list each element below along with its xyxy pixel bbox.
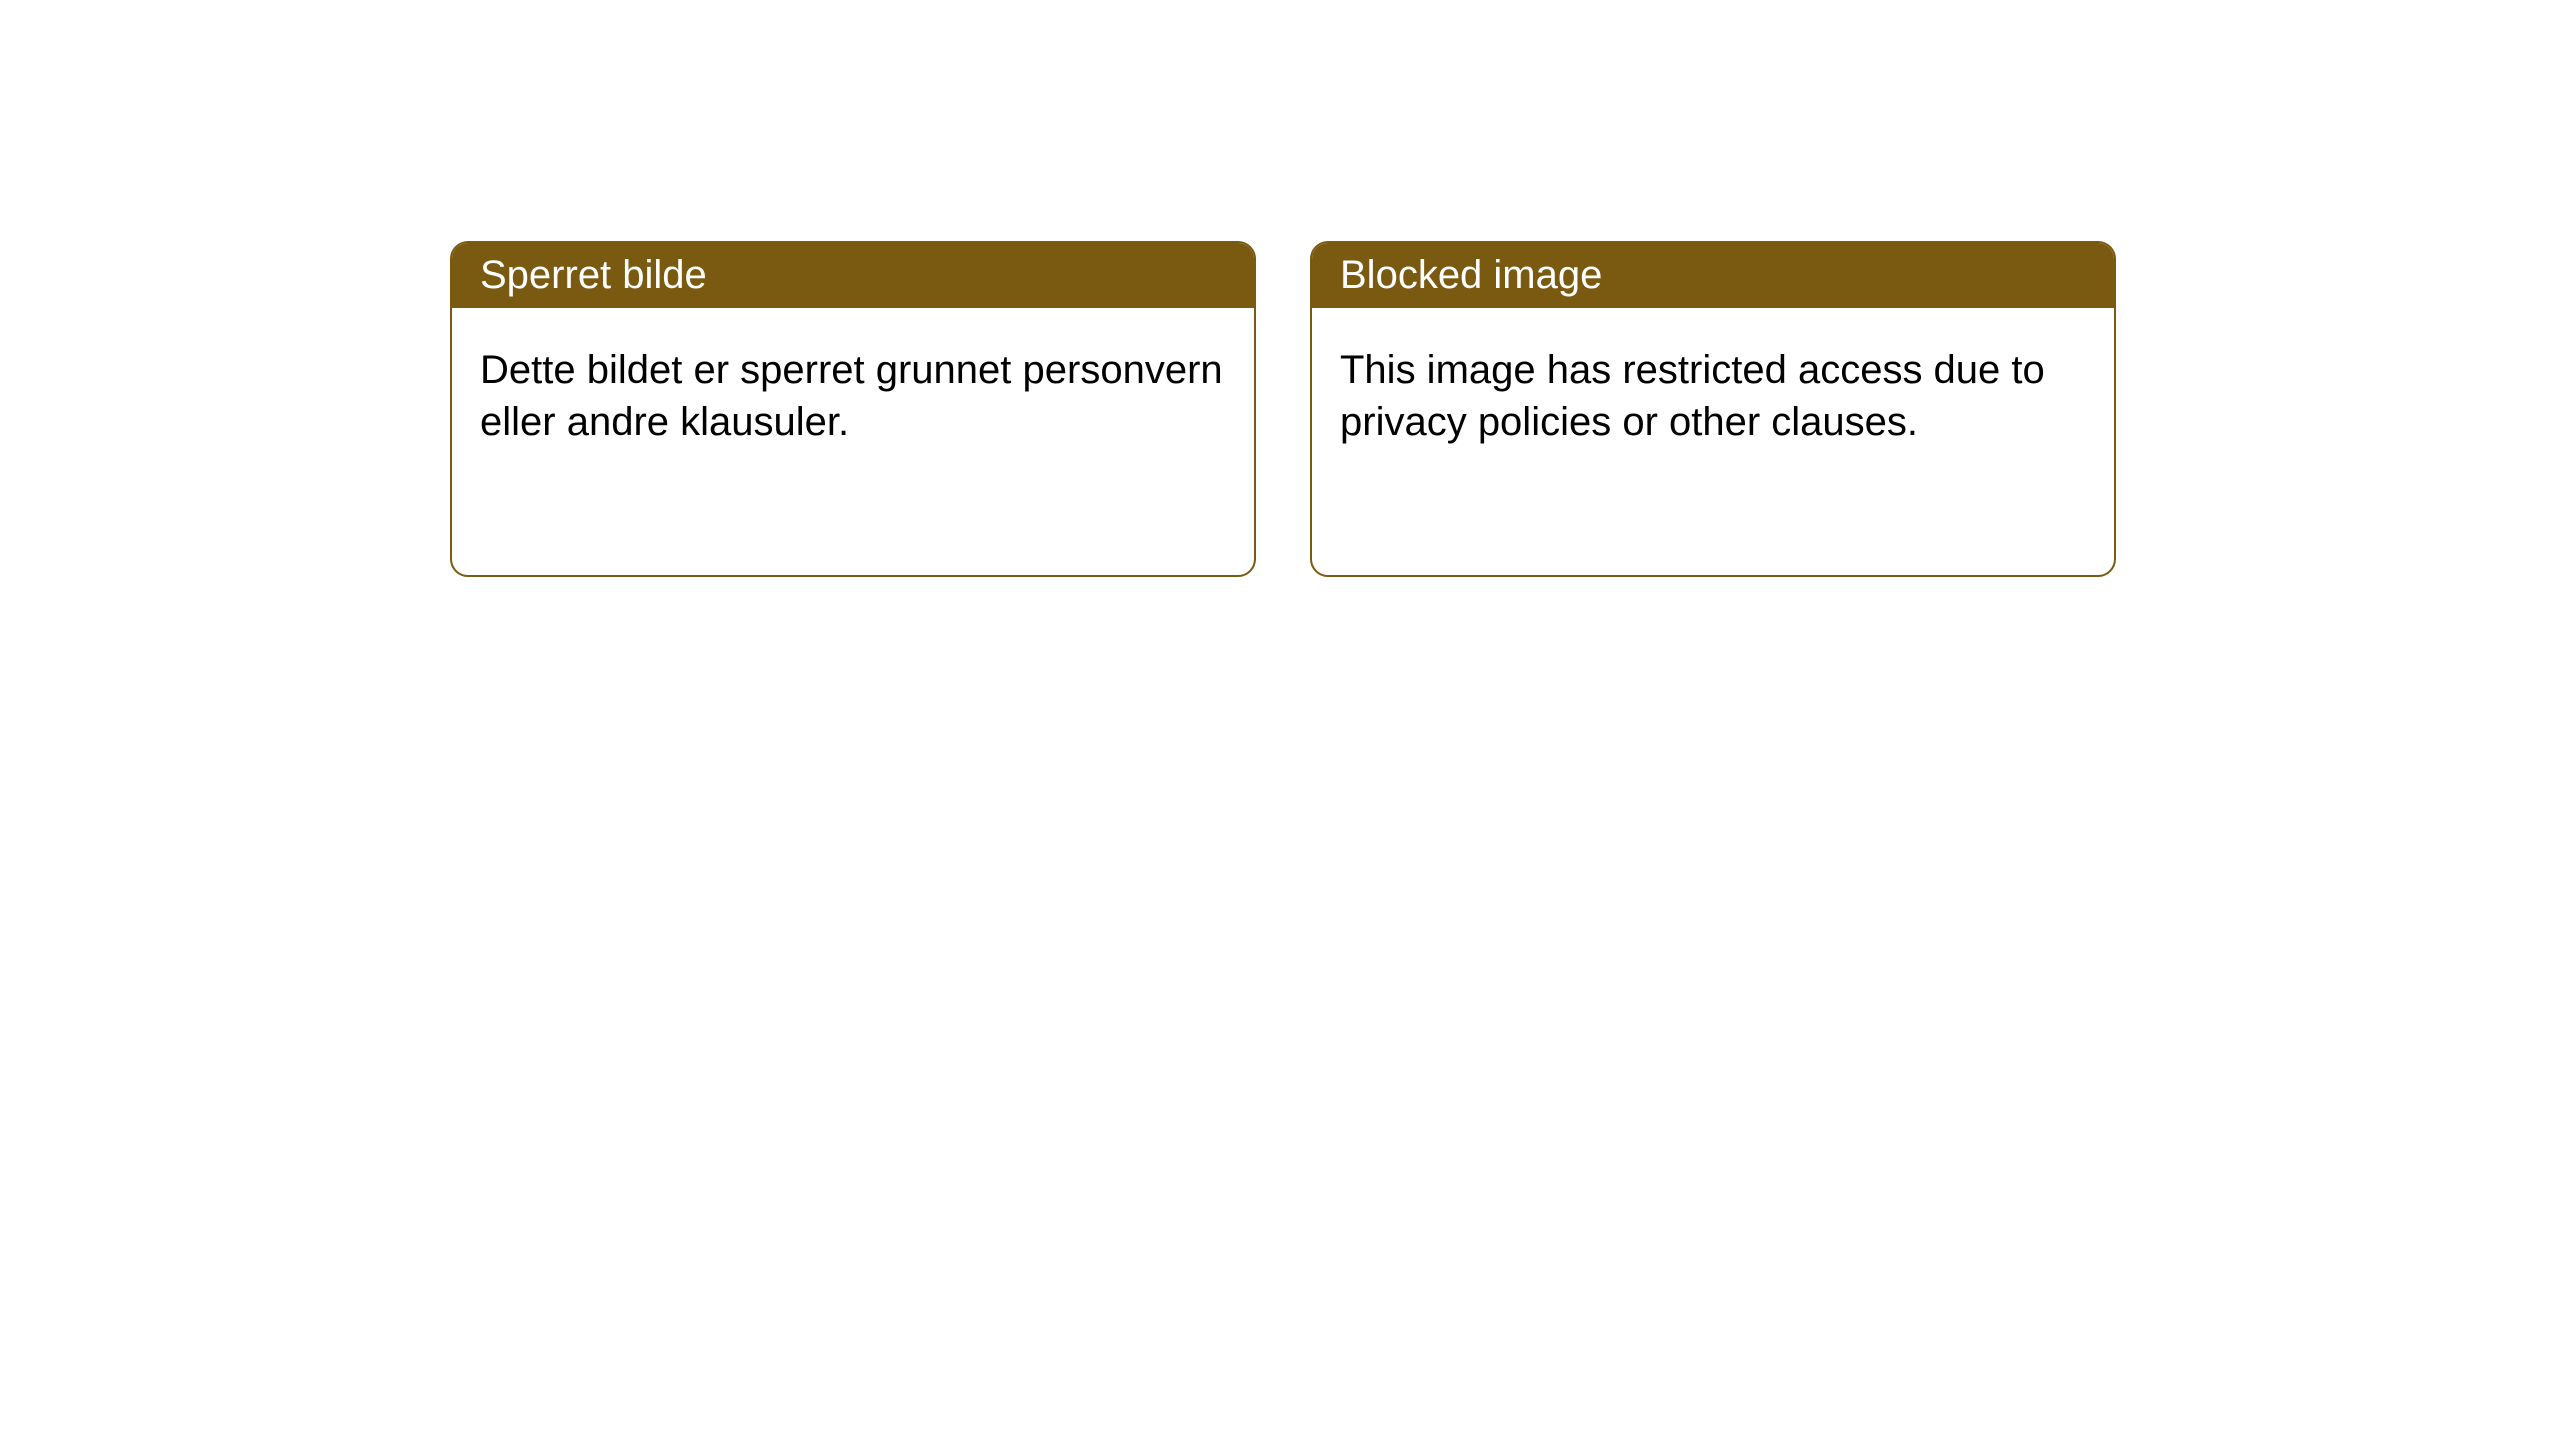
notice-box-english: Blocked image This image has restricted …: [1310, 241, 2116, 577]
notice-body: Dette bildet er sperret grunnet personve…: [452, 308, 1254, 484]
notice-container: Sperret bilde Dette bildet er sperret gr…: [0, 0, 2560, 577]
notice-box-norwegian: Sperret bilde Dette bildet er sperret gr…: [450, 241, 1256, 577]
notice-header: Blocked image: [1312, 243, 2114, 308]
notice-header: Sperret bilde: [452, 243, 1254, 308]
notice-text: This image has restricted access due to …: [1340, 348, 2045, 444]
notice-text: Dette bildet er sperret grunnet personve…: [480, 348, 1223, 444]
notice-title: Blocked image: [1340, 253, 1602, 297]
notice-body: This image has restricted access due to …: [1312, 308, 2114, 484]
notice-title: Sperret bilde: [480, 253, 707, 297]
